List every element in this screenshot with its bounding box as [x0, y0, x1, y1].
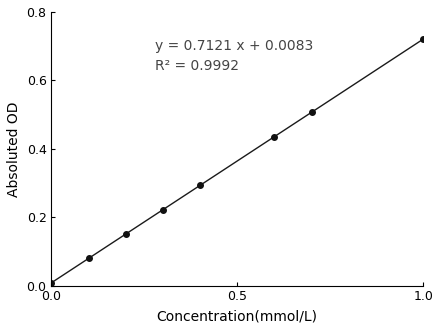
Y-axis label: Absoluted OD: Absoluted OD	[7, 101, 21, 197]
Text: y = 0.7121 x + 0.0083
R² = 0.9992: y = 0.7121 x + 0.0083 R² = 0.9992	[155, 39, 314, 73]
X-axis label: Concentration(mmol/L): Concentration(mmol/L)	[157, 309, 318, 323]
